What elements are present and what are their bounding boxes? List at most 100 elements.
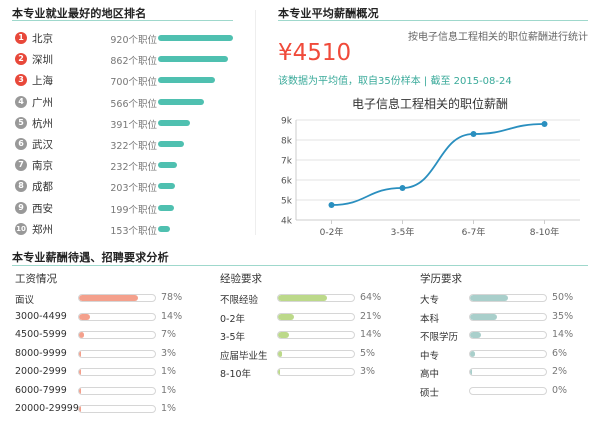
education-bar-fill: [470, 295, 508, 301]
region-row: 1 北京 920个职位: [15, 28, 235, 49]
analysis-divider: [12, 265, 588, 266]
region-job-bar: [158, 77, 216, 84]
salary-label: 20000-29999: [15, 403, 79, 414]
rank-badge: 7: [15, 159, 27, 172]
education-bar-track: [469, 312, 547, 321]
education-percent: 50%: [552, 292, 574, 303]
data-point: [470, 131, 477, 137]
region-job-count: 566个职位: [110, 98, 157, 110]
salary-bar-track: [78, 312, 156, 321]
rank-badge: 8: [15, 180, 27, 193]
salary-bar-fill: [79, 369, 81, 375]
salary-bar-fill: [79, 406, 81, 412]
salary-bar-track: [78, 331, 156, 339]
region-job-bar: [158, 56, 229, 63]
salary-bar-track: [78, 405, 156, 413]
region-name: 上海: [32, 75, 53, 88]
education-bar-fill: [470, 313, 497, 320]
experience-bar-track: [277, 368, 355, 376]
experience-percent: 5%: [360, 347, 376, 359]
region-job-count: 199个职位: [110, 204, 157, 216]
experience-row: 应届毕业生 5%: [220, 346, 395, 364]
salary-overview-divider: [278, 20, 588, 21]
y-tick-label: 6k: [281, 177, 293, 187]
experience-row: 不限经验 64%: [220, 290, 395, 308]
experience-bar-track: [277, 312, 355, 321]
education-bar-track: [469, 368, 547, 376]
experience-row: 3-5年 14%: [220, 327, 395, 345]
education-label: 硕士: [420, 387, 440, 399]
education-row: 硕士 0%: [420, 383, 587, 401]
education-percent: 14%: [552, 329, 574, 340]
salary-percent: 1%: [161, 384, 177, 396]
y-tick-label: 5k: [281, 197, 293, 207]
salary-label: 6000-7999: [15, 384, 67, 396]
experience-bar-fill: [278, 332, 289, 338]
region-ranking-title: 本专业就业最好的地区排名: [12, 7, 147, 20]
education-label: 大专: [420, 295, 440, 306]
salary-row: 20000-29999 1%: [15, 401, 196, 419]
region-job-count: 203个职位: [110, 183, 157, 195]
experience-percent: 64%: [360, 292, 382, 303]
salary-line-chart: 4k 5k 6k 7k 8k 9k 0-2年 3-5年 6-7年 8-10年: [281, 117, 580, 238]
experience-requirement-head: 经验要求: [220, 273, 262, 285]
region-job-bar: [158, 35, 233, 41]
experience-label: 0-2年: [220, 313, 246, 325]
salary-note: 按电子信息工程相关的职位薪酬进行统计: [408, 32, 588, 43]
x-tick-label: 3-5年: [391, 226, 415, 238]
experience-bar-track: [277, 331, 355, 339]
data-point: [399, 185, 406, 191]
experience-percent: 3%: [360, 366, 376, 377]
salary-label: 4500-5999: [15, 329, 67, 340]
region-row: 10 郑州 153个职位: [15, 219, 235, 240]
salary-bar-fill: [79, 332, 85, 338]
education-label: 本科: [420, 313, 440, 325]
rank-badge: 9: [15, 201, 27, 214]
region-job-bar: [158, 204, 175, 211]
region-name: 北京: [32, 33, 53, 45]
salary-label: 2000-2999: [15, 366, 67, 377]
education-percent: 6%: [552, 347, 568, 359]
education-bar-fill: [470, 332, 481, 338]
region-job-count: 862个职位: [110, 56, 157, 68]
region-name: 西安: [32, 202, 53, 215]
rank-badge: 10: [15, 222, 27, 235]
rank-badge: 6: [15, 137, 27, 150]
education-bar-track: [469, 331, 547, 339]
experience-label: 不限经验: [220, 295, 259, 306]
salary-percent: 7%: [161, 329, 177, 340]
salary-row: 8000-9999 3%: [15, 346, 196, 364]
column-divider: [255, 10, 256, 235]
chart-title: 电子信息工程相关的职位薪酬: [351, 97, 508, 111]
experience-row: 0-2年 21%: [220, 309, 395, 327]
education-percent: 35%: [552, 310, 574, 322]
experience-row: 8-10年 3%: [220, 364, 395, 382]
education-percent: 0%: [552, 384, 568, 396]
region-row: 8 成都 203个职位: [15, 176, 235, 197]
education-bar-track: [469, 386, 547, 395]
region-row: 9 西安 199个职位: [15, 198, 235, 219]
region-job-count: 232个职位: [110, 162, 157, 174]
series-line: [331, 123, 545, 206]
region-job-bar: [158, 119, 190, 126]
region-job-bar: [158, 98, 205, 105]
experience-bar-fill: [278, 295, 327, 301]
region-row: 4 广州 566个职位: [15, 92, 235, 113]
analysis-title: 本专业薪酬待遇、招聘要求分析: [12, 251, 169, 264]
education-row: 不限学历 14%: [420, 327, 587, 345]
education-row: 高中 2%: [420, 364, 587, 382]
salary-percent: 1%: [161, 366, 177, 377]
region-row: 2 深圳 862个职位: [15, 49, 235, 70]
region-name: 郑州: [32, 223, 53, 236]
x-tick-label: 0-2年: [320, 226, 344, 238]
region-job-count: 391个职位: [110, 119, 157, 131]
region-name: 武汉: [32, 138, 53, 151]
salary-bar-fill: [79, 313, 90, 320]
experience-bar-track: [277, 349, 355, 358]
education-row: 本科 35%: [420, 309, 587, 327]
education-label: 高中: [420, 369, 440, 380]
salary-percent: 78%: [161, 292, 183, 303]
region-row: 5 杭州 391个职位: [15, 113, 235, 134]
region-job-count: 153个职位: [110, 225, 157, 237]
y-tick-label: 8k: [281, 137, 293, 147]
